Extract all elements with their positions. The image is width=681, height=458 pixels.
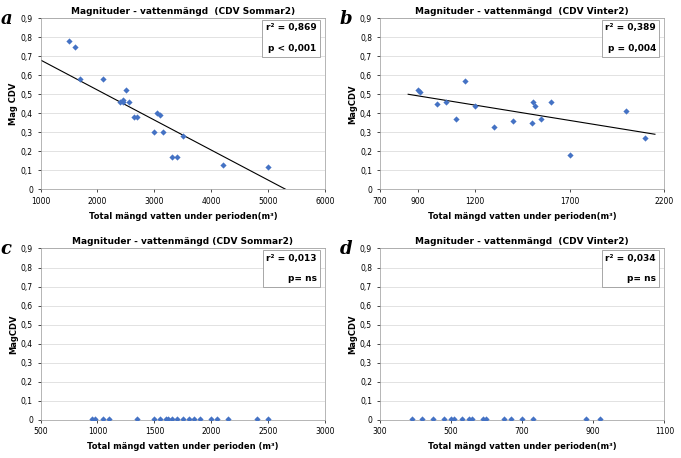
Point [428, 415, 439, 423]
Point [118, 96, 129, 104]
Point [251, 415, 262, 423]
Title: Magnituder - vattenmängd  (CDV Sommar2): Magnituder - vattenmängd (CDV Sommar2) [71, 7, 295, 16]
Point [217, 161, 228, 169]
Point [123, 98, 134, 105]
Point [149, 129, 160, 136]
Point [450, 115, 461, 123]
Point [412, 87, 423, 94]
Point [189, 415, 200, 423]
X-axis label: Total mängd vatten under perioden(m³): Total mängd vatten under perioden(m³) [89, 212, 277, 221]
Point [75, 76, 86, 83]
Text: r² = 0,869

p < 0,001: r² = 0,869 p < 0,001 [266, 23, 317, 53]
Point [155, 415, 165, 423]
Point [183, 415, 194, 423]
Point [545, 98, 556, 105]
Point [69, 43, 80, 50]
Title: Magnituder - vattenmängd (CDV Sommar2): Magnituder - vattenmängd (CDV Sommar2) [72, 237, 294, 246]
Point [528, 98, 539, 105]
Point [97, 415, 108, 423]
Point [263, 163, 274, 170]
Point [407, 415, 417, 423]
Point [160, 415, 171, 423]
X-axis label: Total mängd vatten under perioden(m³): Total mängd vatten under perioden(m³) [428, 442, 616, 451]
Point [463, 415, 474, 423]
Point [469, 102, 480, 109]
Point [178, 132, 189, 140]
X-axis label: Total mängd vatten under perioden (m³): Total mängd vatten under perioden (m³) [87, 442, 279, 451]
Point [431, 100, 442, 108]
Point [449, 415, 460, 423]
Point [526, 119, 537, 126]
Text: d: d [340, 240, 353, 258]
Point [132, 415, 143, 423]
Point [456, 415, 467, 423]
Y-axis label: MagCDV: MagCDV [348, 84, 357, 124]
Point [564, 152, 575, 159]
Point [417, 415, 428, 423]
Point [166, 153, 177, 161]
Point [129, 114, 140, 121]
Point [178, 415, 189, 423]
Point [481, 415, 492, 423]
X-axis label: Total mängd vatten under perioden(m³): Total mängd vatten under perioden(m³) [428, 212, 616, 221]
Y-axis label: MagCDV: MagCDV [348, 315, 357, 354]
Point [212, 415, 223, 423]
Point [460, 77, 471, 85]
Point [621, 108, 632, 115]
Point [195, 415, 206, 423]
Point [445, 415, 456, 423]
Point [517, 415, 528, 423]
Point [439, 415, 449, 423]
Point [97, 76, 108, 83]
Point [414, 89, 425, 96]
Point [132, 114, 143, 121]
Point [507, 117, 518, 125]
Point [152, 109, 163, 117]
Point [172, 153, 183, 161]
Point [498, 415, 509, 423]
Text: b: b [340, 10, 353, 27]
Text: c: c [1, 240, 12, 258]
Y-axis label: Mag CDV: Mag CDV [9, 82, 18, 125]
Point [104, 415, 114, 423]
Point [90, 415, 101, 423]
Title: Magnituder - vattenmängd  (CDV Vinter2): Magnituder - vattenmängd (CDV Vinter2) [415, 7, 629, 16]
Point [118, 98, 129, 105]
Point [172, 415, 183, 423]
Point [206, 415, 217, 423]
Point [157, 129, 168, 136]
Title: Magnituder - vattenmängd  (CDV Vinter2): Magnituder - vattenmängd (CDV Vinter2) [415, 237, 629, 246]
Point [535, 115, 546, 123]
Point [466, 415, 477, 423]
Point [477, 415, 488, 423]
Point [223, 415, 234, 423]
Point [121, 87, 131, 94]
Text: a: a [1, 10, 12, 27]
Point [63, 37, 74, 44]
Point [581, 415, 592, 423]
Point [640, 134, 651, 142]
Point [506, 415, 517, 423]
Point [166, 415, 177, 423]
Point [530, 102, 541, 109]
Point [527, 415, 538, 423]
Text: r² = 0,389

p = 0,004: r² = 0,389 p = 0,004 [605, 23, 656, 53]
Point [115, 98, 126, 105]
Point [595, 415, 606, 423]
Point [441, 98, 452, 105]
Point [86, 415, 97, 423]
Y-axis label: MagCDV: MagCDV [9, 315, 18, 354]
Point [488, 123, 499, 131]
Text: r² = 0,013

p= ns: r² = 0,013 p= ns [266, 254, 317, 284]
Point [155, 112, 165, 119]
Point [149, 415, 160, 423]
Text: r² = 0,034

p= ns: r² = 0,034 p= ns [605, 254, 656, 284]
Point [263, 415, 274, 423]
Point [163, 415, 174, 423]
